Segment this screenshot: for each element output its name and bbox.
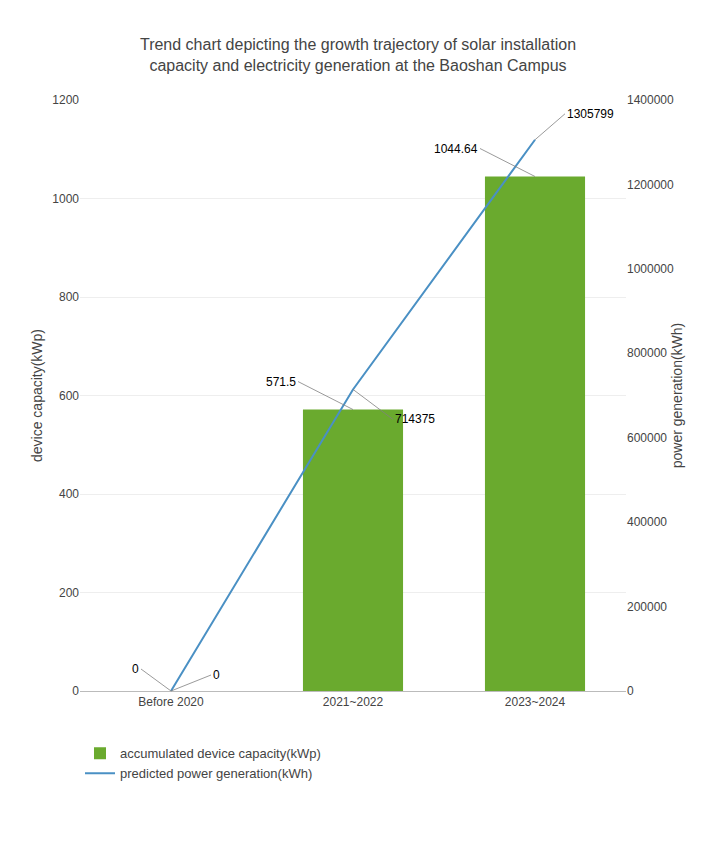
svg-text:600000: 600000 xyxy=(627,431,667,445)
svg-text:400: 400 xyxy=(59,487,79,501)
svg-text:600: 600 xyxy=(59,389,79,403)
svg-text:1305799: 1305799 xyxy=(567,107,614,121)
svg-text:1000000: 1000000 xyxy=(627,262,674,276)
svg-text:1200: 1200 xyxy=(52,93,79,107)
svg-text:1044.64: 1044.64 xyxy=(434,142,478,156)
svg-text:0: 0 xyxy=(627,684,634,698)
svg-text:2023~2024: 2023~2024 xyxy=(505,695,566,709)
svg-text:0: 0 xyxy=(213,668,220,682)
svg-text:power generation(kWh): power generation(kWh) xyxy=(669,323,685,469)
svg-text:2021~2022: 2021~2022 xyxy=(323,695,384,709)
svg-text:predicted power generation(kWh: predicted power generation(kWh) xyxy=(120,766,312,781)
svg-text:571.5: 571.5 xyxy=(266,375,296,389)
svg-text:200: 200 xyxy=(59,586,79,600)
svg-text:0: 0 xyxy=(132,662,139,676)
svg-text:Before 2020: Before 2020 xyxy=(138,695,204,709)
svg-text:accumulated device capacity(kW: accumulated device capacity(kWp) xyxy=(120,746,321,761)
svg-text:200000: 200000 xyxy=(627,600,667,614)
svg-text:714375: 714375 xyxy=(395,412,435,426)
svg-text:device capacity(kWp): device capacity(kWp) xyxy=(29,329,45,462)
svg-text:Trend chart depicting the grow: Trend chart depicting the growth traject… xyxy=(140,36,576,74)
svg-text:1400000: 1400000 xyxy=(627,93,674,107)
svg-text:800000: 800000 xyxy=(627,346,667,360)
svg-text:1200000: 1200000 xyxy=(627,178,674,192)
svg-text:0: 0 xyxy=(72,684,79,698)
svg-text:1000: 1000 xyxy=(52,192,79,206)
svg-text:400000: 400000 xyxy=(627,515,667,529)
svg-text:800: 800 xyxy=(59,290,79,304)
